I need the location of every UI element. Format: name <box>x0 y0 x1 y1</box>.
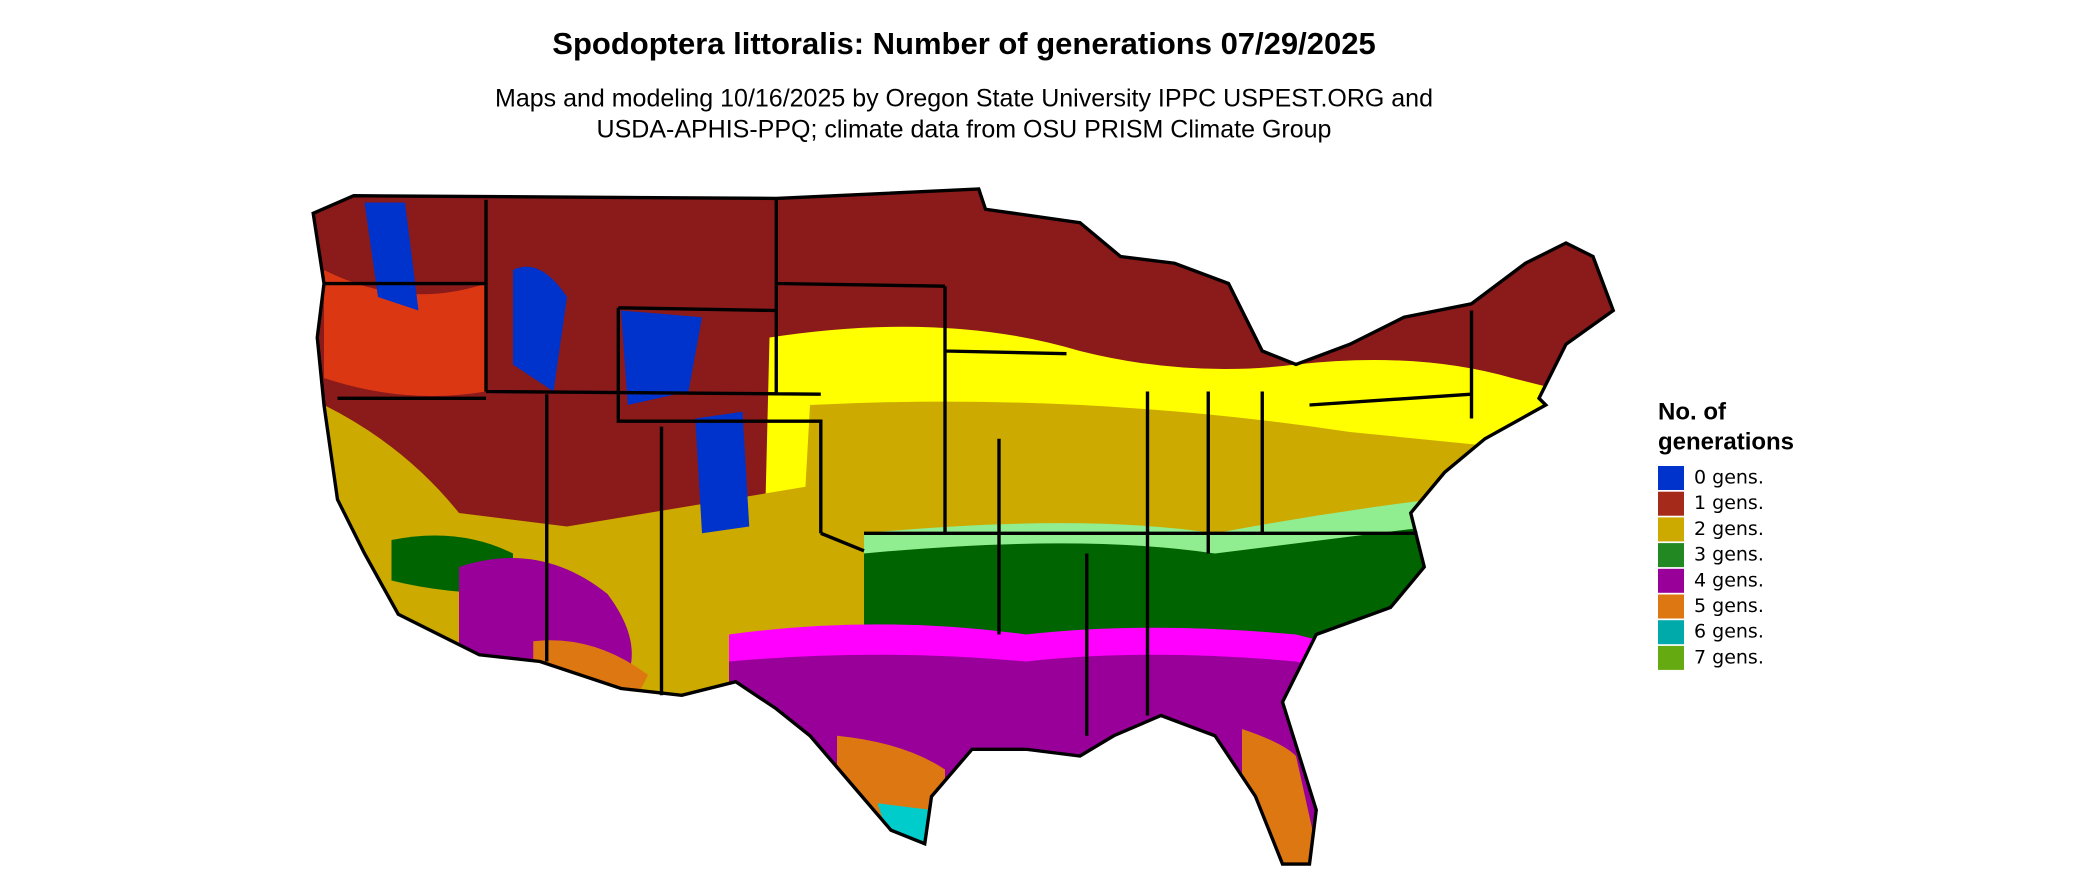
legend-label: 3 gens. <box>1694 544 1764 566</box>
map-subtitle: USDA-APHIS-PPQ; climate data from OSU PR… <box>597 116 1332 144</box>
map-subtitle: Maps and modeling 10/16/2025 by Oregon S… <box>495 85 1433 113</box>
legend-swatch <box>1658 517 1684 542</box>
legend-swatch <box>1658 620 1684 645</box>
legend-swatch <box>1658 645 1684 670</box>
legend-label: 1 gens. <box>1694 492 1764 514</box>
us-map <box>311 187 1616 866</box>
legend-label: 2 gens. <box>1694 518 1764 540</box>
legend-swatch <box>1658 466 1684 490</box>
legend-title: No. of <box>1658 398 1727 425</box>
map-title: Spodoptera littoralis: Number of generat… <box>552 26 1375 61</box>
legend-swatch <box>1658 568 1684 593</box>
legend-swatch <box>1658 543 1684 568</box>
legend: 0 gens. 1 gens. 2 gens. 3 gens. 4 gens. 5 gen… <box>1658 466 1764 670</box>
legend-label: 4 gens. <box>1694 569 1764 591</box>
legend-label: 0 gens. <box>1694 467 1764 489</box>
legend-label: 6 gens. <box>1694 621 1764 643</box>
legend-swatch <box>1658 594 1684 619</box>
legend-title: generations <box>1658 428 1794 455</box>
legend-swatch <box>1658 491 1684 516</box>
legend-label: 5 gens. <box>1694 595 1764 617</box>
legend-label: 7 gens. <box>1694 646 1764 668</box>
